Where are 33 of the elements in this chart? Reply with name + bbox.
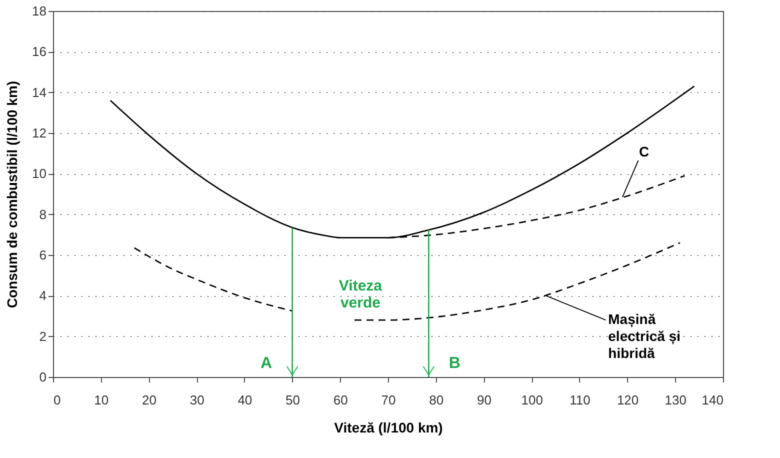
x-tick-label: 60 — [333, 392, 348, 408]
x-tick-label: 90 — [476, 392, 492, 408]
x-tick-label: 80 — [429, 392, 444, 408]
x-tick-label: 130 — [664, 392, 686, 408]
y-tick-label: 10 — [32, 166, 46, 182]
x-tick-label: 40 — [238, 392, 252, 408]
y-tick-label: 18 — [32, 4, 46, 18]
y-tick-label: 12 — [32, 126, 46, 140]
x-tick-label: 0 — [54, 392, 61, 408]
y-tick-label: 4 — [39, 288, 46, 304]
y-tick-label: 16 — [32, 44, 46, 60]
y-tick-label: 2 — [39, 328, 46, 344]
x-axis-title: Viteză (l/100 km) — [334, 420, 443, 436]
line-series — [110, 86, 695, 238]
x-tick-label: 50 — [286, 392, 300, 408]
y-axis-title: Consum de combustibil (l/100 km) — [4, 80, 20, 308]
x-tick-label: 100 — [521, 392, 543, 408]
annotation: Viteza verde — [338, 278, 383, 312]
x-tick-label: 110 — [570, 392, 590, 408]
y-tick-label: 8 — [39, 206, 46, 222]
ref-line-label: B — [448, 355, 460, 372]
ref-line-label: A — [260, 355, 273, 372]
y-tick-label: 14 — [32, 84, 46, 100]
annotation: C — [638, 143, 650, 160]
x-tick-label: 10 — [94, 392, 109, 408]
y-tick-label: 0 — [39, 370, 46, 384]
y-tick-label: 6 — [39, 248, 46, 262]
x-tick-label: 30 — [190, 392, 204, 408]
x-tick-label: 120 — [616, 392, 639, 408]
annotation: Mașină electrică și hibridă — [608, 311, 681, 362]
x-tick-label: 70 — [381, 392, 396, 408]
x-tick-label: 140 — [702, 392, 724, 408]
x-tick-label: 20 — [142, 392, 156, 408]
